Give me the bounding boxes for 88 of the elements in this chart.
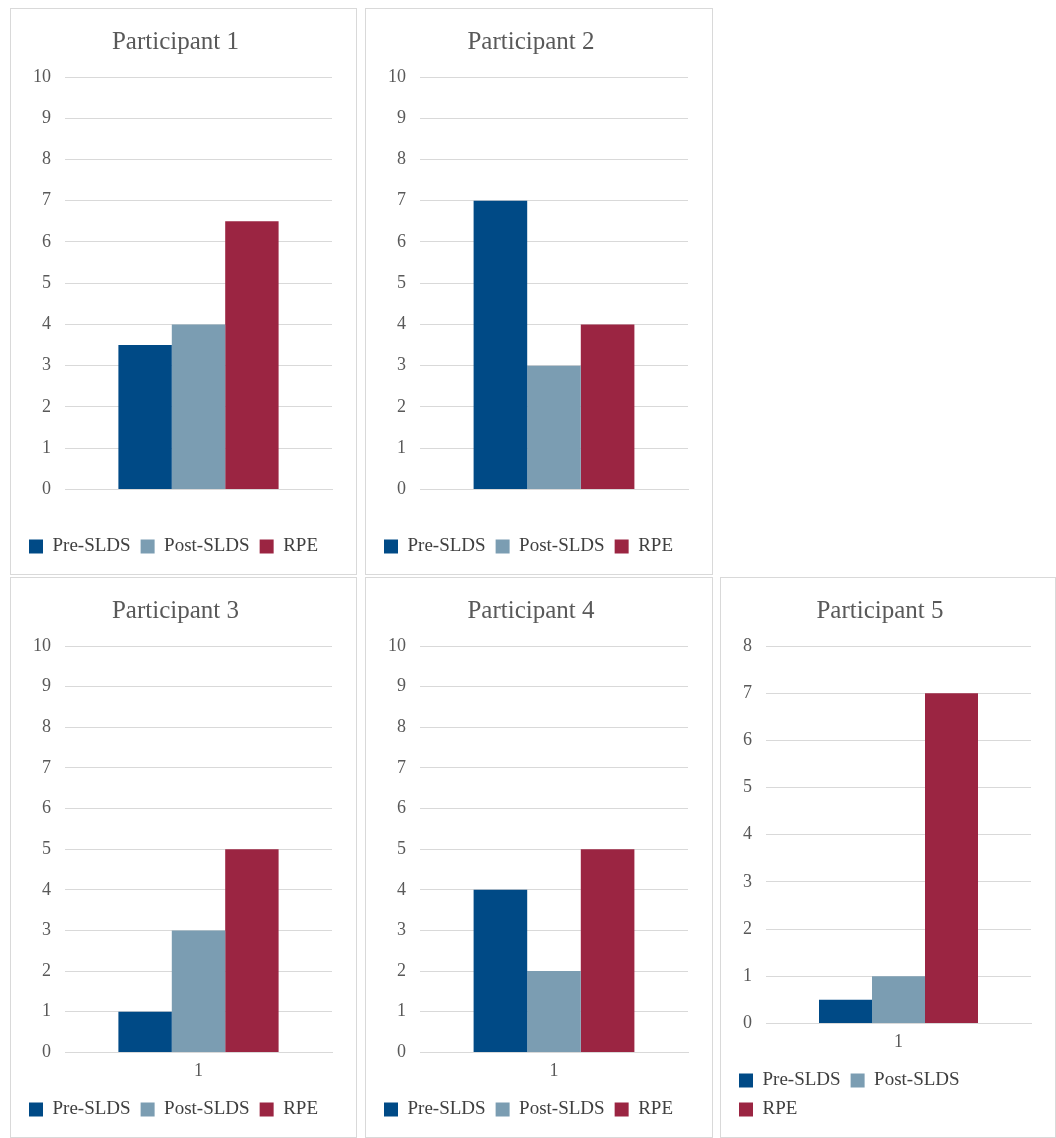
legend-label: Pre-SLDS [52, 534, 131, 556]
y-tick-label: 0 [42, 478, 51, 499]
y-tick-label: 6 [42, 230, 51, 251]
legend-label: RPE [638, 534, 673, 556]
y-tick-label: 3 [42, 919, 51, 940]
y-tick-label: 4 [397, 313, 406, 334]
y-tick-label: 7 [397, 756, 406, 777]
chart-title: Participant 1 [111, 26, 240, 54]
bar [925, 693, 978, 1023]
y-tick-label: 0 [743, 1012, 752, 1033]
y-tick-label: 2 [42, 395, 51, 416]
legend-label: Post-SLDS [519, 1097, 605, 1119]
y-tick-label: 4 [42, 878, 51, 899]
bar [527, 365, 581, 489]
chart-title: Participant 4 [467, 595, 596, 623]
y-tick-label: 3 [42, 354, 51, 375]
y-tick-label: 4 [397, 878, 406, 899]
y-tick-label: 1 [397, 436, 406, 457]
legend-label: RPE [638, 1097, 673, 1119]
y-tick-label: 2 [42, 959, 51, 980]
bar [872, 976, 925, 1023]
y-tick-label: 4 [743, 823, 752, 844]
legend-label: Post-SLDS [164, 1097, 250, 1119]
legend-label: RPE [283, 534, 318, 556]
y-tick-label: 10 [388, 65, 406, 86]
y-tick-label: 8 [743, 634, 752, 655]
legend-label: Pre-SLDS [762, 1068, 841, 1090]
y-tick-label: 8 [42, 148, 51, 169]
y-tick-label: 6 [397, 230, 406, 251]
y-tick-label: 0 [42, 1041, 51, 1062]
chart-title: Participant 2 [467, 26, 595, 54]
legend-label: Pre-SLDS [407, 1097, 486, 1119]
y-tick-label: 5 [743, 776, 752, 797]
y-tick-label: 3 [743, 870, 752, 891]
y-tick-label: 5 [397, 271, 406, 292]
chart-title: Participant 3 [111, 595, 240, 623]
y-tick-label: 4 [42, 313, 51, 334]
y-tick-label: 1 [42, 436, 51, 457]
y-tick-label: 9 [42, 675, 51, 696]
bar [527, 971, 581, 1052]
y-tick-label: 6 [42, 797, 51, 818]
y-tick-label: 1 [743, 964, 752, 985]
chart-title: Participant 5 [816, 595, 944, 623]
bar [580, 849, 635, 1052]
y-tick-label: 2 [397, 395, 406, 416]
y-tick-label: 10 [388, 634, 406, 655]
y-tick-label: 2 [397, 959, 406, 980]
y-tick-label: 0 [397, 1041, 406, 1062]
y-tick-label: 3 [397, 354, 406, 375]
y-tick-label: 8 [397, 716, 406, 737]
y-tick-label: 7 [743, 681, 752, 702]
y-tick-label: 1 [397, 1000, 406, 1021]
y-tick-label: 9 [397, 675, 406, 696]
y-tick-label: 0 [397, 478, 406, 499]
y-tick-label: 10 [33, 65, 51, 86]
bar [819, 999, 872, 1023]
legend-label: Post-SLDS [874, 1068, 960, 1090]
legend-label: RPE [283, 1097, 318, 1119]
y-tick-label: 9 [397, 106, 406, 127]
y-tick-label: 5 [42, 271, 51, 292]
bar [225, 221, 279, 489]
y-tick-label: 1 [42, 1000, 51, 1021]
y-tick-label: 6 [743, 729, 752, 750]
y-tick-label: 3 [397, 919, 406, 940]
y-tick-label: 2 [743, 917, 752, 938]
bar [580, 324, 635, 489]
bar [473, 889, 528, 1052]
bar [171, 324, 226, 489]
y-tick-label: 8 [42, 716, 51, 737]
bar [118, 345, 172, 489]
bar [171, 930, 226, 1052]
y-tick-label: 9 [42, 106, 51, 127]
legend-label: Pre-SLDS [52, 1097, 131, 1119]
bar [473, 200, 528, 489]
legend-label: RPE [762, 1097, 798, 1119]
y-tick-label: 5 [42, 837, 51, 858]
y-tick-label: 6 [397, 797, 406, 818]
legend-label: Post-SLDS [164, 534, 250, 556]
y-tick-label: 8 [397, 148, 406, 169]
y-tick-label: 7 [42, 189, 51, 210]
y-tick-label: 5 [397, 837, 406, 858]
y-tick-label: 7 [42, 756, 51, 777]
y-tick-label: 10 [33, 634, 51, 655]
bar [225, 849, 279, 1052]
y-tick-label: 7 [397, 189, 406, 210]
legend-label: Pre-SLDS [407, 534, 486, 556]
bar [118, 1011, 172, 1052]
legend-label: Post-SLDS [519, 534, 605, 556]
